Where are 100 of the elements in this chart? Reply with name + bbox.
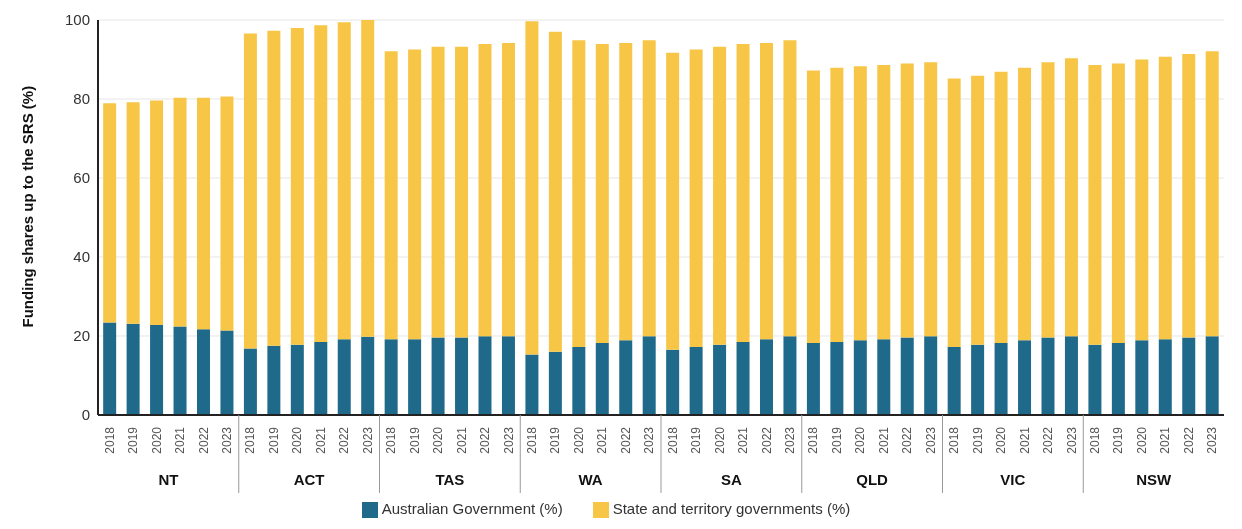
bar [243,33,257,349]
bar [1041,62,1055,338]
bar [431,46,445,338]
text: NSW [1136,470,1172,488]
legend-label: State and territory governments (%) [612,499,851,517]
x-tick-label: 2021 [1017,426,1032,454]
x-tick-label: 2019 [407,426,422,454]
x-tick-label: 2020 [149,426,164,454]
x-tick-label: 2021 [313,426,328,454]
x-tick-label: 2023 [1205,426,1220,454]
text: ACT [293,470,325,488]
bar [314,341,328,415]
bar [877,65,891,340]
x-tick-label: 2019 [829,426,844,454]
bar [267,30,281,346]
y-axis-title: Funding shares up to the SRS (%) [19,85,37,328]
bar [900,63,914,338]
bar [1111,343,1125,415]
bar [1182,53,1196,338]
bar [666,52,680,350]
x-tick-label: 2019 [266,426,281,454]
bar [361,336,375,415]
bar [806,70,820,344]
x-tick-label: 2022 [337,426,352,454]
bar [994,343,1008,415]
x-tick-label: 2021 [736,426,751,454]
bar [619,340,633,415]
bar [314,25,328,342]
bar [126,102,140,324]
bar [783,336,797,415]
bar [290,344,304,415]
x-tick-label: 2020 [1134,426,1149,454]
bar [1205,51,1219,337]
bar [431,337,445,415]
bar [689,49,703,348]
x-tick-label: 2023 [1064,426,1079,454]
bar [548,31,562,352]
bar [572,347,586,415]
x-tick-label: 2020 [712,426,727,454]
x-tick-label: 2022 [478,426,493,454]
x-tick-label: 2018 [102,426,117,454]
bar [619,42,633,341]
bar [806,343,820,415]
y-tick-label: 100 [64,11,90,29]
x-tick-label: 2018 [243,426,258,454]
bar [666,349,680,415]
bar [900,337,914,415]
bar [501,336,515,415]
bar [1111,63,1125,344]
bar [361,20,375,337]
bar [267,345,281,415]
y-tick-label: 0 [81,406,90,424]
bar [642,336,656,415]
x-tick-label: 2020 [853,426,868,454]
y-tick-label: 80 [73,90,90,108]
bar [1205,336,1219,415]
bar [1158,339,1172,415]
x-tick-label: 2022 [900,426,915,454]
bar [877,339,891,415]
bar [173,97,187,327]
bar [642,40,656,337]
bar [126,323,140,415]
bar [196,97,210,330]
bar [501,42,515,337]
bar [736,341,750,415]
text: TAS [435,470,465,488]
bar [994,71,1008,344]
bar [220,330,234,415]
bar [455,337,469,415]
bar [572,40,586,348]
text: VIC [1000,470,1026,488]
bar [103,322,117,415]
bar [525,354,539,415]
x-tick-label: 2019 [689,426,704,454]
bar [1088,65,1102,345]
x-tick-label: 2021 [595,426,610,454]
bar [478,336,492,415]
bar [408,339,422,415]
bar [337,339,351,415]
x-tick-label: 2020 [994,426,1009,454]
x-tick-label: 2018 [1087,426,1102,454]
bar [1018,67,1032,341]
bar [1064,58,1078,337]
x-tick-label: 2020 [571,426,586,454]
bar [1158,56,1172,340]
legend-label: Australian Government (%) [381,499,563,517]
y-tick-label: 60 [73,169,90,187]
bar [337,22,351,340]
bar [103,103,117,323]
x-tick-label: 2019 [548,426,563,454]
bar [759,339,773,415]
x-tick-label: 2021 [454,426,469,454]
bar [971,344,985,415]
bar [384,51,398,340]
x-tick-label: 2021 [1158,426,1173,454]
bar [759,42,773,340]
bar [924,336,938,415]
bar [713,46,727,345]
bar [478,44,492,337]
bar [595,44,609,344]
